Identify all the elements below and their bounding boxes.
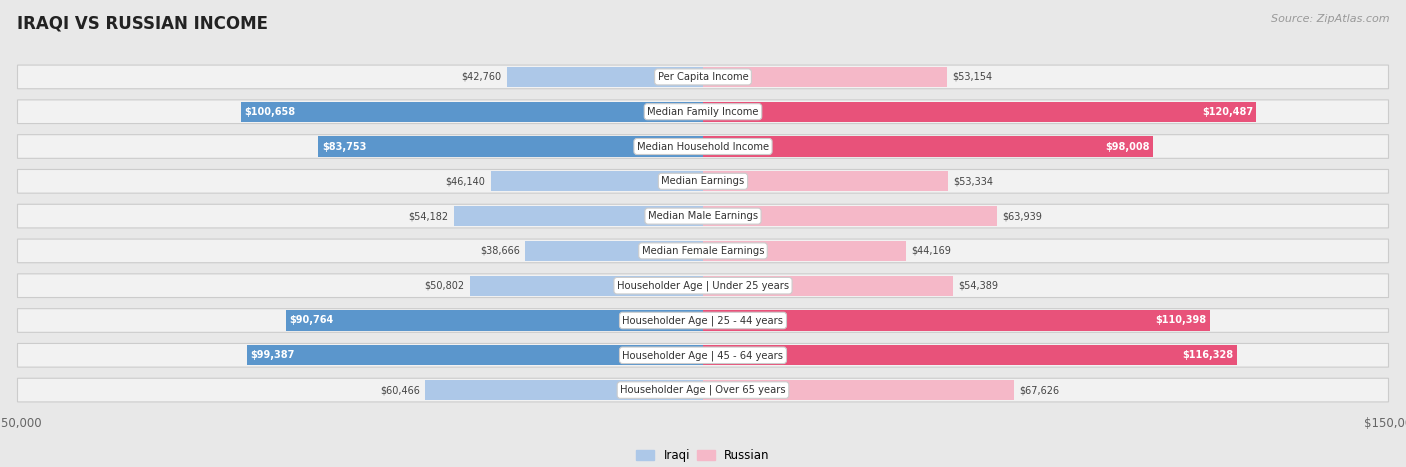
Text: $83,753: $83,753 xyxy=(322,142,366,151)
Text: Householder Age | Under 25 years: Householder Age | Under 25 years xyxy=(617,281,789,291)
Text: IRAQI VS RUSSIAN INCOME: IRAQI VS RUSSIAN INCOME xyxy=(17,14,269,32)
Bar xyxy=(703,136,1153,156)
Bar xyxy=(703,311,1211,331)
Text: Per Capita Income: Per Capita Income xyxy=(658,72,748,82)
Text: Median Household Income: Median Household Income xyxy=(637,142,769,151)
FancyBboxPatch shape xyxy=(17,65,1389,89)
FancyBboxPatch shape xyxy=(17,134,1389,158)
Bar xyxy=(703,241,905,261)
Legend: Iraqi, Russian: Iraqi, Russian xyxy=(637,449,769,462)
Text: $50,802: $50,802 xyxy=(425,281,464,290)
Text: Householder Age | Over 65 years: Householder Age | Over 65 years xyxy=(620,385,786,396)
Text: Median Female Earnings: Median Female Earnings xyxy=(641,246,765,256)
Text: Median Family Income: Median Family Income xyxy=(647,107,759,117)
Bar xyxy=(703,380,1014,400)
Text: $54,182: $54,182 xyxy=(409,211,449,221)
FancyBboxPatch shape xyxy=(17,309,1389,333)
Bar xyxy=(318,136,703,156)
Text: $53,334: $53,334 xyxy=(953,177,994,186)
FancyBboxPatch shape xyxy=(17,378,1389,402)
Text: $116,328: $116,328 xyxy=(1182,350,1234,360)
FancyBboxPatch shape xyxy=(17,274,1389,297)
Bar xyxy=(287,311,703,331)
Text: Source: ZipAtlas.com: Source: ZipAtlas.com xyxy=(1271,14,1389,24)
Text: $110,398: $110,398 xyxy=(1156,316,1206,325)
Text: Householder Age | 25 - 44 years: Householder Age | 25 - 44 years xyxy=(623,315,783,326)
Bar xyxy=(246,345,703,365)
Bar xyxy=(703,276,953,296)
Bar xyxy=(491,171,703,191)
Text: Median Male Earnings: Median Male Earnings xyxy=(648,211,758,221)
Text: $90,764: $90,764 xyxy=(290,316,333,325)
Text: $38,666: $38,666 xyxy=(479,246,520,256)
Text: $99,387: $99,387 xyxy=(250,350,294,360)
Bar xyxy=(703,171,948,191)
Bar xyxy=(703,345,1237,365)
Text: $100,658: $100,658 xyxy=(245,107,295,117)
Text: $42,760: $42,760 xyxy=(461,72,501,82)
Bar xyxy=(470,276,703,296)
Bar xyxy=(703,102,1257,122)
Text: $98,008: $98,008 xyxy=(1105,142,1150,151)
Bar xyxy=(240,102,703,122)
FancyBboxPatch shape xyxy=(17,204,1389,228)
FancyBboxPatch shape xyxy=(17,343,1389,367)
Text: $63,939: $63,939 xyxy=(1002,211,1042,221)
Bar xyxy=(526,241,703,261)
Text: Median Earnings: Median Earnings xyxy=(661,177,745,186)
Text: $54,389: $54,389 xyxy=(959,281,998,290)
Text: $60,466: $60,466 xyxy=(380,385,420,395)
Text: $46,140: $46,140 xyxy=(446,177,485,186)
Bar xyxy=(703,206,997,226)
Text: $44,169: $44,169 xyxy=(911,246,952,256)
Text: $67,626: $67,626 xyxy=(1019,385,1059,395)
Bar xyxy=(506,67,703,87)
FancyBboxPatch shape xyxy=(17,100,1389,124)
Bar xyxy=(454,206,703,226)
FancyBboxPatch shape xyxy=(17,239,1389,263)
Text: Householder Age | 45 - 64 years: Householder Age | 45 - 64 years xyxy=(623,350,783,361)
Text: $53,154: $53,154 xyxy=(953,72,993,82)
Bar xyxy=(425,380,703,400)
FancyBboxPatch shape xyxy=(17,170,1389,193)
Text: $120,487: $120,487 xyxy=(1202,107,1253,117)
Bar xyxy=(703,67,948,87)
